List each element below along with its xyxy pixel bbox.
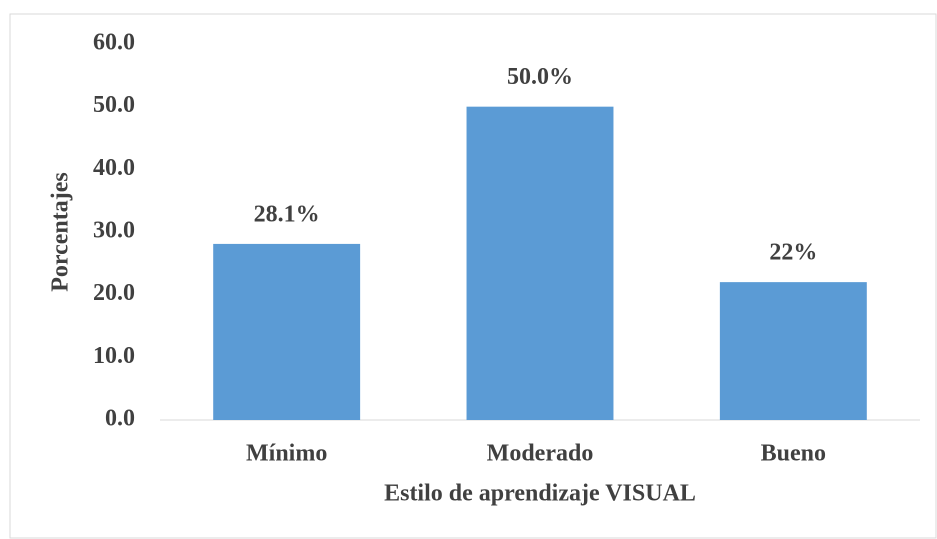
x-axis-label: Estilo de aprendizaje VISUAL	[384, 481, 696, 507]
value-label: 28.1%	[254, 201, 320, 227]
y-tick-label: 50.0	[93, 92, 135, 118]
value-label: 22%	[769, 240, 817, 266]
y-tick-label: 30.0	[93, 218, 135, 244]
y-axis-label: Porcentajes	[48, 172, 74, 292]
y-tick-label: 20.0	[93, 280, 135, 306]
page: Estilo de aprendizaje VISUAL Porcentajes…	[0, 0, 937, 539]
bar	[720, 282, 867, 420]
y-tick-label: 0.0	[105, 406, 135, 432]
y-tick-label: 10.0	[93, 343, 135, 369]
chart: Estilo de aprendizaje VISUAL Porcentajes…	[0, 0, 937, 539]
y-tick-label: 60.0	[93, 30, 135, 56]
x-tick-label: Bueno	[761, 441, 826, 467]
bar	[467, 107, 614, 420]
x-tick-label: Moderado	[487, 441, 594, 467]
y-tick-label: 40.0	[93, 155, 135, 181]
value-label: 50.0%	[507, 64, 573, 90]
x-tick-label: Mínimo	[246, 441, 327, 467]
bar	[213, 244, 360, 420]
